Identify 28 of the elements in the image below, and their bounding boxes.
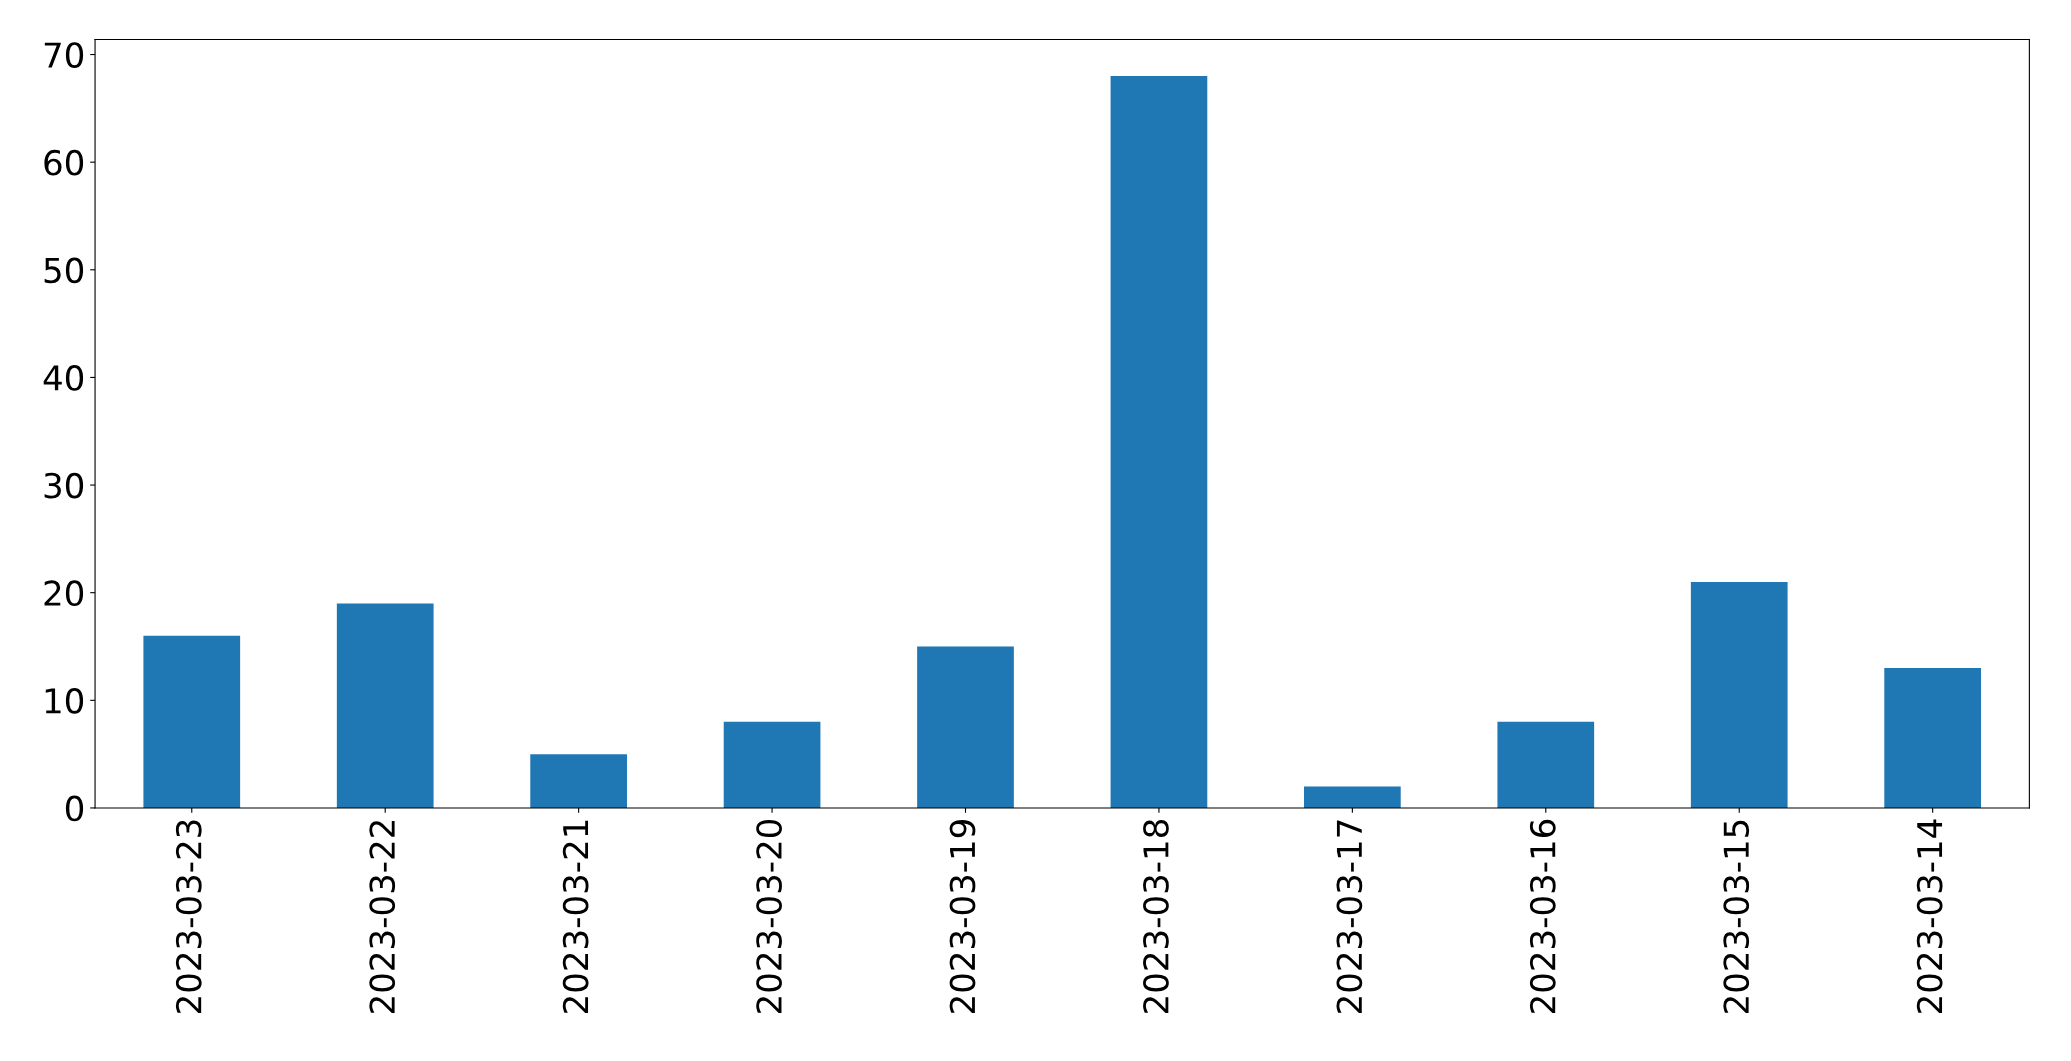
y-tick-label: 10 — [45, 687, 84, 714]
x-tick-label: 2023-03-15 — [1723, 820, 1750, 1013]
bar — [143, 635, 241, 808]
bar — [1884, 668, 1982, 808]
y-tick-label: 50 — [44, 257, 84, 284]
x-tick-label: 2023-03-17 — [1336, 820, 1363, 1013]
bar — [530, 754, 627, 808]
y-tick-label: 70 — [44, 42, 84, 68]
x-tick-label: 2023-03-18 — [1143, 820, 1169, 1013]
y-tick-label: 60 — [44, 149, 84, 176]
bar — [1304, 786, 1401, 808]
bar — [723, 721, 821, 808]
x-tick-label: 2023-03-16 — [1529, 819, 1556, 1013]
x-tick-label: 2023-03-19 — [949, 820, 976, 1013]
x-tick-label: 2023-03-23 — [175, 820, 202, 1013]
bar — [917, 646, 1014, 808]
bar — [1690, 581, 1788, 808]
y-tick-label: 30 — [44, 472, 84, 499]
x-tick-label: 2023-03-20 — [756, 819, 782, 1013]
y-tick-label: 20 — [44, 580, 84, 607]
bar — [1497, 721, 1595, 808]
y-tick-label: 40 — [43, 365, 84, 391]
bar — [1110, 76, 1208, 808]
x-tick-label: 2023-03-22 — [369, 821, 396, 1013]
y-tick-label: 0 — [65, 795, 84, 822]
bar — [336, 603, 434, 808]
x-tick-label: 2023-03-21 — [562, 820, 589, 1013]
x-tick-label: 2023-03-14 — [1916, 819, 1943, 1013]
